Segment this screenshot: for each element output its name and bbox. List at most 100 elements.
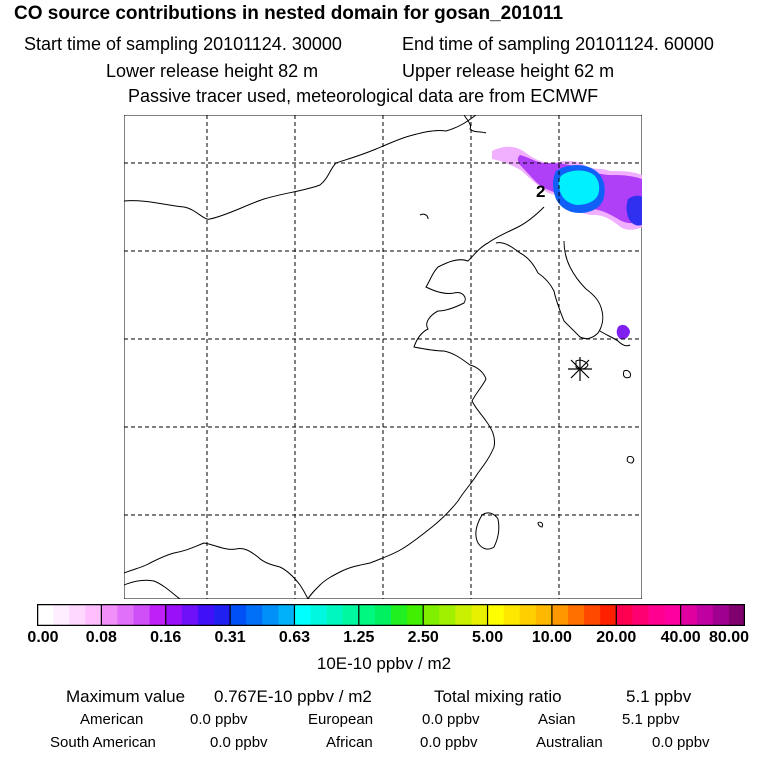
colorbar-swatch [181,604,199,626]
colorbar-swatch [568,604,585,626]
china-coast [307,206,545,599]
european-label: European [308,711,374,728]
australian-value: 0.0 ppbv [652,734,710,751]
colorbar-swatch [439,604,456,626]
colorbar-tick-label: 10.00 [531,629,572,646]
colorbar-swatch [37,604,54,626]
american-label: American [80,711,144,728]
map-panel: 2 [124,115,642,599]
plume-korea-patch [616,324,630,340]
south-american-value: 0.0 ppbv [210,734,268,751]
colorbar-swatch [519,604,537,626]
bohai-coast-detail [419,213,429,220]
lat-lon-grid [124,115,642,599]
colorbar-swatch [696,604,714,626]
colorbar-tick-label: 1.25 [343,629,375,646]
lower-release-height: Lower release height 82 m [106,61,319,81]
colorbar-unit: 10E-10 ppbv / m2 [316,654,452,673]
colorbar-swatch [149,604,167,626]
colorbar-swatch [712,604,730,626]
colorbar-swatch [632,604,649,626]
concentration-plume [492,146,642,340]
colorbar-swatch [230,604,247,626]
colorbar-swatch [133,604,151,626]
plume-core-cyan [558,170,600,205]
colorbar-tick-label: 0.63 [278,629,311,646]
colorbar-swatch [117,604,134,626]
colorbar-tick-label: 20.00 [596,629,637,646]
colorbar-swatch [535,604,553,626]
colorbar-tick-label: 0.31 [214,629,246,646]
small-island-3 [537,521,543,528]
colorbar-swatch [310,604,328,626]
colorbar-swatch [358,604,376,626]
colorbar-swatch [600,604,617,626]
colorbar-swatch [455,604,472,626]
colorbar-swatch [214,604,231,626]
coastlines [124,115,635,599]
south-american-label: South American [50,734,156,751]
colorbar-swatch [423,604,440,626]
colorbar-swatch [648,604,665,626]
colorbar-tick-label: 0.00 [27,629,59,646]
colorbar-frame [37,604,745,626]
mongolia-border [124,115,477,220]
korea-south-coast [599,330,631,347]
colorbar-swatch [53,604,70,626]
total-mixing-ratio-label: Total mixing ratio [434,687,562,706]
receptor-asterisk-icon [568,357,592,381]
colorbar-tick-label: 5.00 [471,629,504,646]
colorbar-tick-label: 40.00 [660,629,701,646]
colorbar-swatch [374,604,392,626]
colorbar-swatch [326,604,344,626]
african-label: African [326,734,373,751]
colorbar-swatch [101,604,118,626]
european-value: 0.0 ppbv [422,711,480,728]
tracer-note: Passive tracer used, meteorological data… [128,86,599,106]
colorbar-swatch [278,604,295,626]
plot-title: CO source contributions in nested domain… [14,3,564,24]
colorbar-swatch [165,604,183,626]
asian-label: Asian [538,711,576,728]
colorbar-swatch [69,604,86,626]
max-value: 0.767E-10 ppbv / m2 [214,687,372,706]
korea-coast [495,240,604,340]
colorbar-swatch [471,604,488,626]
colorbar-swatch [391,604,408,626]
colorbar-swatch [262,604,279,626]
colorbar-tick-label: 0.16 [150,629,182,646]
colorbar-swatch [728,604,745,626]
start-time: Start time of sampling 20101124. 30000 [24,34,342,54]
colorbar-swatch [85,604,102,626]
colorbar-swatch [407,604,424,626]
asian-value: 5.1 ppbv [622,711,680,728]
colorbar-swatch [503,604,521,626]
contour-label: 2 [536,182,545,201]
colorbar-swatch [246,604,263,626]
colorbar-tick-label: 80.00 [708,629,750,646]
colorbar [37,604,745,626]
total-mixing-ratio-value: 5.1 ppbv [626,687,692,706]
sw-border [124,579,181,599]
american-value: 0.0 ppbv [190,711,248,728]
colorbar-swatch [342,604,360,626]
colorbar-swatch [487,604,505,626]
max-value-label: Maximum value [66,687,186,706]
colorbar-tick-label: 0.08 [85,629,117,646]
small-island-1 [623,370,631,379]
colorbar-swatch [197,604,215,626]
african-value: 0.0 ppbv [420,734,478,751]
colorbar-swatch [616,604,633,626]
colorbar-swatch [551,604,569,626]
plume-east-blue [626,195,642,226]
upper-release-height: Upper release height 62 m [402,61,615,81]
colorbar-tick-label: 2.50 [407,629,439,646]
taiwan-island [475,512,500,550]
small-island-2 [626,456,635,464]
north-border [463,115,487,134]
colorbar-swatch [680,604,698,626]
colorbar-swatch [294,604,311,626]
colorbar-swatch [664,604,682,626]
end-time: End time of sampling 20101124. 60000 [402,34,714,54]
australian-label: Australian [536,734,603,751]
